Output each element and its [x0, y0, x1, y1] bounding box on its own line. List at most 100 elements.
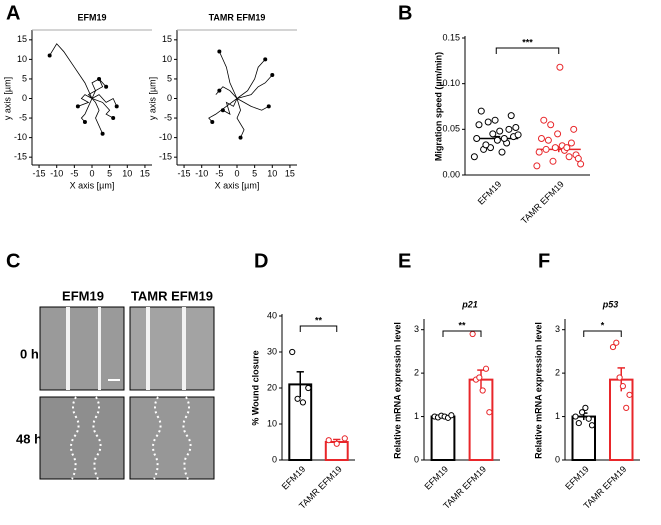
y-tick-label: 0.10 — [442, 78, 460, 88]
y-tick-label: -5 — [164, 112, 172, 122]
y-axis-label: y axis [µm] — [2, 77, 12, 120]
y-axis-label: Migration speed (µm/min) — [433, 52, 443, 161]
y-tick-label: 20 — [267, 382, 277, 392]
data-point — [489, 130, 497, 138]
column-header: TAMR EFM19 — [131, 288, 213, 303]
data-point — [469, 330, 476, 338]
data-point — [565, 153, 573, 161]
data-point — [482, 141, 490, 149]
x-tick-label: 0 — [89, 168, 94, 178]
y-tick-label: 0.15 — [442, 32, 460, 42]
chart-title: TAMR EFM19 — [209, 12, 266, 22]
data-point — [491, 116, 499, 124]
data-point — [609, 343, 617, 351]
data-point — [475, 121, 483, 129]
data-point — [623, 404, 630, 411]
track-end — [217, 88, 222, 93]
track — [91, 94, 118, 107]
data-point — [470, 153, 478, 161]
x-tick-label: 10 — [122, 168, 132, 178]
data-point — [544, 136, 552, 144]
data-point — [533, 162, 541, 170]
y-tick-label: 10 — [267, 418, 277, 428]
data-point — [579, 409, 586, 416]
data-point — [289, 348, 296, 356]
track-end — [75, 104, 80, 109]
significance-label: ** — [315, 315, 323, 325]
chart-title: p53 — [602, 299, 619, 309]
y-axis-label: Relative mRNA expression level — [533, 322, 543, 459]
data-point — [585, 415, 592, 422]
panel-label: E — [398, 250, 411, 272]
panel-label: A — [6, 2, 20, 24]
x-tick-label: 5 — [252, 168, 257, 178]
data-point — [333, 440, 340, 447]
data-point — [512, 124, 520, 132]
track — [236, 59, 266, 99]
data-point — [514, 131, 522, 139]
y-tick-label: 0 — [272, 454, 277, 464]
track-end — [210, 119, 215, 124]
data-point — [486, 409, 493, 416]
chart-title: EFM19 — [77, 12, 106, 22]
track-end — [266, 104, 271, 109]
track — [49, 43, 93, 99]
x-tick-label: 15 — [285, 168, 295, 178]
image — [39, 396, 125, 480]
x-tick-label: -10 — [195, 168, 208, 178]
row-header: 0 h — [20, 346, 39, 361]
data-point — [341, 435, 348, 442]
y-tick-label: 2 — [555, 368, 560, 378]
x-axis-label: X axis [µm] — [215, 180, 260, 190]
track — [91, 98, 114, 119]
significance-label: ** — [458, 320, 466, 330]
y-tick-label: 3 — [555, 324, 560, 334]
data-point — [537, 134, 545, 142]
micrographs — [39, 306, 215, 480]
y-tick-label: 1 — [414, 411, 419, 421]
data-point — [505, 125, 513, 133]
track-end — [217, 49, 222, 54]
data-point — [535, 148, 543, 156]
y-tick-label: 0.05 — [442, 124, 460, 134]
data-point — [582, 404, 589, 411]
data-point — [556, 63, 564, 71]
panel-label: F — [538, 250, 550, 272]
track — [208, 98, 238, 123]
track — [222, 98, 238, 115]
data-point — [626, 391, 633, 398]
y-tick-label: -10 — [14, 132, 27, 142]
track — [91, 98, 103, 134]
track-end — [47, 53, 52, 58]
y-tick-label: 0 — [555, 454, 560, 464]
wound-edge — [146, 307, 150, 390]
track-end — [220, 108, 225, 113]
data-point — [570, 125, 578, 133]
data-point — [563, 144, 571, 152]
wound-edge — [66, 307, 70, 390]
data-point — [498, 148, 506, 156]
data-point — [575, 419, 582, 427]
x-tick-label: -5 — [70, 168, 78, 178]
track-end — [111, 116, 116, 121]
x-tick-label: 5 — [107, 168, 112, 178]
data-point — [619, 383, 627, 390]
data-point — [572, 413, 579, 420]
data-point — [577, 160, 585, 168]
image — [129, 396, 215, 480]
track — [236, 98, 245, 138]
column-header: EFM19 — [62, 288, 104, 303]
x-tick-label: -15 — [33, 168, 46, 178]
y-tick-label: -15 — [14, 152, 27, 162]
data-point — [616, 374, 623, 381]
data-point — [299, 399, 307, 406]
image — [129, 306, 215, 391]
data-point — [547, 121, 555, 129]
data-point — [473, 134, 481, 142]
track-end — [263, 57, 268, 62]
data-point — [476, 374, 483, 381]
data-point — [484, 118, 492, 126]
track-end — [82, 119, 87, 124]
significance-bracket — [495, 47, 560, 54]
